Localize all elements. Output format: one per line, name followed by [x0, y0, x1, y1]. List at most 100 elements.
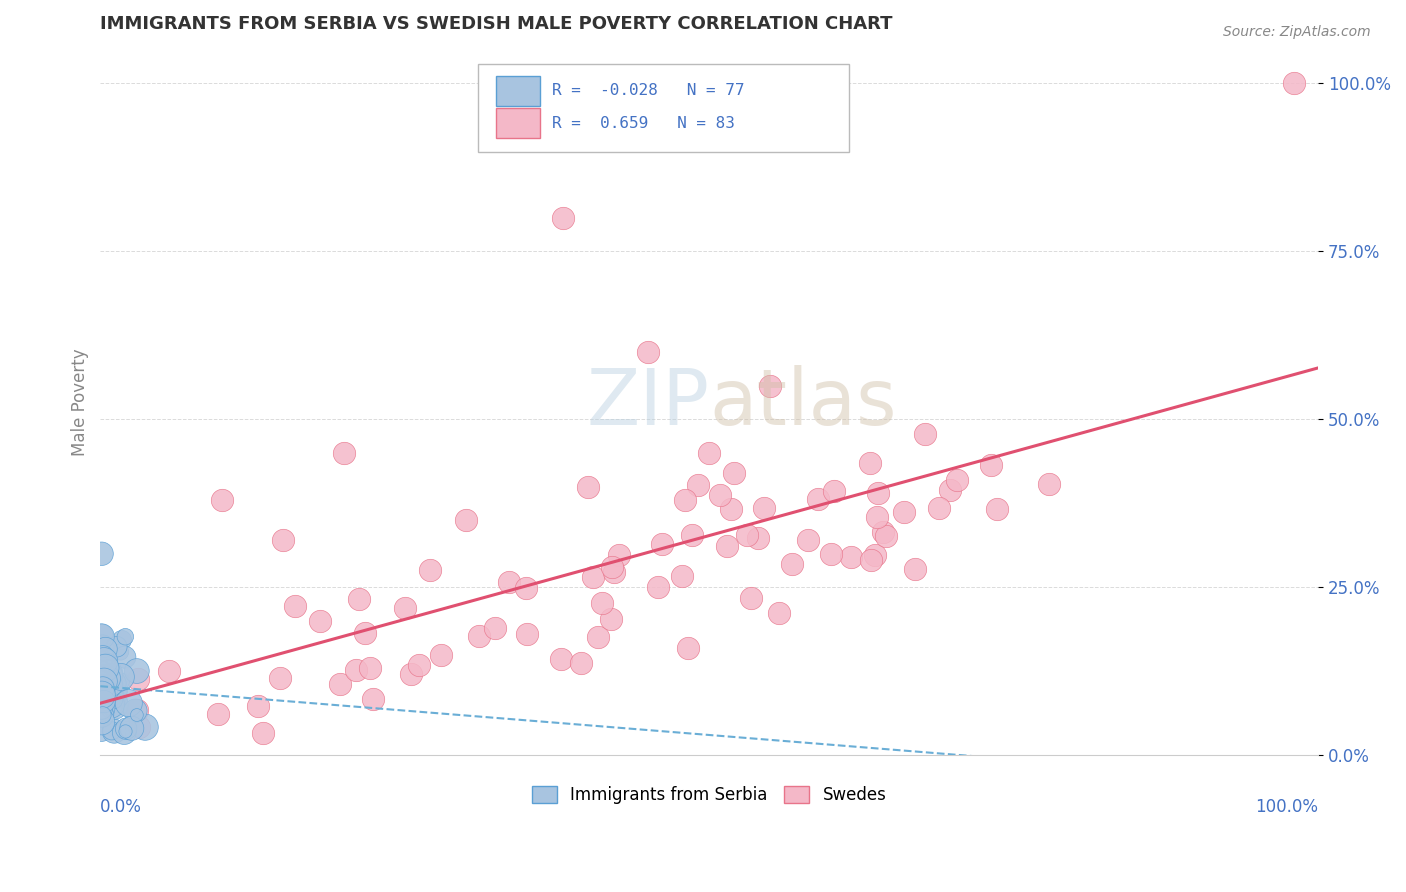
Point: [108, 685, 131, 699]
Point: [91, 708, 114, 723]
Point: [914, 426, 936, 441]
Point: [333, 446, 356, 460]
Point: [91, 649, 114, 664]
Point: [939, 483, 962, 497]
Point: [90, 671, 112, 685]
Point: [401, 666, 423, 681]
Point: [516, 627, 538, 641]
Point: [797, 533, 820, 547]
Point: [697, 446, 720, 460]
Point: [94, 661, 117, 675]
Point: [125, 664, 148, 678]
Text: atlas: atlas: [709, 365, 897, 441]
Point: [673, 493, 696, 508]
Point: [807, 491, 830, 506]
Point: [269, 671, 291, 685]
Text: 0.0%: 0.0%: [100, 797, 142, 815]
Point: [100, 695, 122, 709]
Y-axis label: Male Poverty: Male Poverty: [72, 349, 89, 457]
Point: [430, 648, 453, 662]
Point: [94, 672, 117, 686]
Point: [104, 702, 127, 716]
Point: [90, 629, 112, 643]
Point: [125, 708, 148, 723]
Point: [93, 654, 115, 668]
FancyBboxPatch shape: [478, 64, 849, 153]
Point: [347, 592, 370, 607]
Point: [104, 682, 127, 697]
Point: [419, 563, 441, 577]
Point: [709, 488, 731, 502]
Text: Source: ZipAtlas.com: Source: ZipAtlas.com: [1223, 25, 1371, 39]
Point: [980, 458, 1002, 472]
Point: [498, 575, 520, 590]
Point: [107, 693, 129, 707]
Point: [647, 580, 669, 594]
Point: [859, 456, 882, 470]
Point: [735, 528, 758, 542]
Point: [111, 633, 134, 648]
Point: [607, 548, 630, 562]
Point: [716, 539, 738, 553]
Point: [91, 695, 114, 709]
Point: [284, 599, 307, 613]
Text: ZIP: ZIP: [586, 365, 709, 441]
Point: [515, 581, 537, 595]
Point: [207, 706, 229, 721]
Point: [637, 345, 659, 359]
Point: [91, 681, 114, 695]
Point: [946, 474, 969, 488]
FancyBboxPatch shape: [496, 109, 540, 138]
Point: [839, 549, 862, 564]
Point: [754, 500, 776, 515]
Point: [308, 614, 330, 628]
Point: [720, 501, 742, 516]
Point: [134, 720, 156, 734]
Point: [103, 724, 125, 739]
Point: [93, 668, 115, 682]
Point: [91, 640, 114, 654]
Point: [271, 533, 294, 548]
Point: [246, 698, 269, 713]
Point: [94, 681, 117, 695]
Point: [820, 547, 842, 561]
Point: [600, 560, 623, 574]
Point: [90, 630, 112, 644]
Point: [121, 722, 143, 736]
Point: [114, 724, 136, 739]
Point: [91, 688, 114, 702]
Point: [569, 656, 592, 670]
Text: IMMIGRANTS FROM SERBIA VS SWEDISH MALE POVERTY CORRELATION CHART: IMMIGRANTS FROM SERBIA VS SWEDISH MALE P…: [100, 15, 893, 33]
Point: [93, 683, 115, 698]
Point: [90, 701, 112, 715]
Point: [90, 695, 112, 709]
Point: [90, 698, 112, 712]
Point: [986, 501, 1008, 516]
Point: [90, 701, 112, 715]
Point: [96, 672, 118, 686]
Point: [1282, 77, 1305, 91]
Point: [103, 676, 125, 690]
FancyBboxPatch shape: [496, 76, 540, 105]
Point: [893, 505, 915, 519]
Point: [90, 714, 112, 729]
Point: [759, 379, 782, 393]
Point: [603, 565, 626, 579]
Point: [408, 658, 430, 673]
Point: [863, 548, 886, 562]
Point: [588, 630, 610, 644]
Point: [582, 570, 605, 584]
Point: [747, 531, 769, 545]
Point: [110, 674, 132, 689]
Point: [93, 695, 115, 709]
Point: [118, 696, 141, 710]
Point: [872, 525, 894, 540]
Point: [94, 642, 117, 657]
Point: [93, 637, 115, 651]
Point: [91, 681, 114, 695]
Point: [100, 703, 122, 717]
Point: [112, 725, 135, 739]
Point: [94, 697, 117, 711]
Point: [468, 630, 491, 644]
Point: [90, 547, 112, 561]
